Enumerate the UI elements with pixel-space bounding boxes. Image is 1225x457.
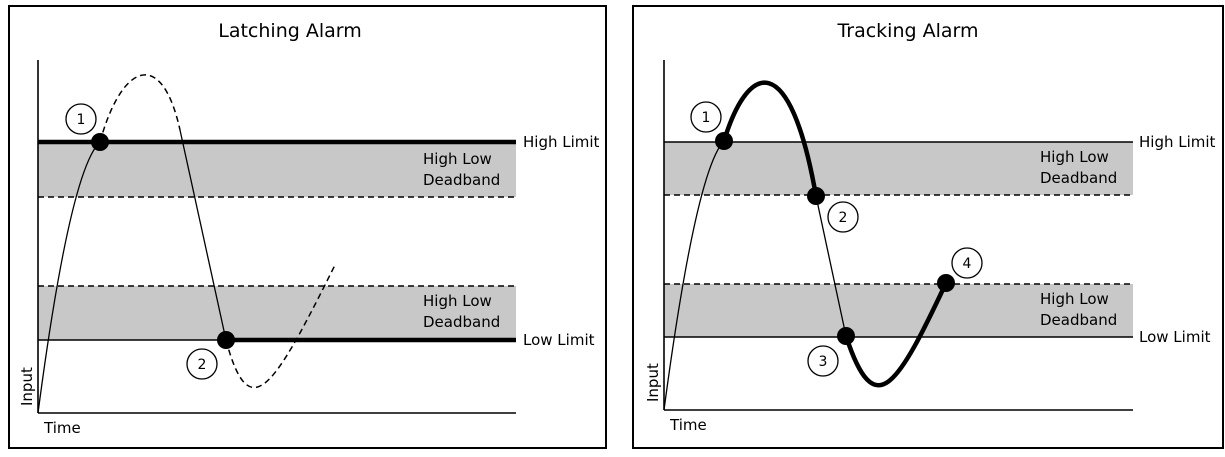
tracking-event-dot-3 (837, 327, 855, 345)
tracking-event-dot-2 (807, 187, 825, 205)
svg-text:1: 1 (702, 110, 711, 126)
tracking-marker-1: 1 (691, 102, 721, 132)
tracking-panel-border (633, 6, 1223, 448)
latching-upper-deadband-label-1: High Low (423, 150, 492, 168)
latching-lower-deadband-label-2: Deadband (423, 313, 500, 331)
tracking-event-dot-1 (715, 132, 733, 150)
tracking-title: Tracking Alarm (836, 20, 978, 42)
svg-text:3: 3 (819, 354, 828, 370)
tracking-high-limit-label: High Limit (1139, 133, 1216, 151)
tracking-event-dot-4 (937, 274, 955, 292)
tracking-upper-deadband-label-2: Deadband (1040, 169, 1117, 187)
latching-marker-1: 1 (66, 104, 96, 134)
svg-text:2: 2 (198, 357, 207, 373)
tracking-marker-3: 3 (808, 346, 838, 376)
tracking-y-axis-label: Input (644, 363, 662, 402)
tracking-upper-deadband-label-1: High Low (1040, 148, 1109, 166)
tracking-marker-2: 2 (828, 202, 858, 232)
latching-upper-deadband-label-2: Deadband (423, 171, 500, 189)
latching-low-limit-label: Low Limit (523, 331, 595, 349)
latching-panel-border (9, 6, 606, 448)
svg-text:4: 4 (963, 256, 972, 272)
tracking-marker-4: 4 (952, 248, 982, 278)
latching-y-axis-label: Input (18, 367, 36, 406)
latching-alarm-panel: Latching Alarm 1 2 High Limit (9, 6, 606, 448)
tracking-alarm-panel: Tracking Alarm 1 2 3 (633, 6, 1223, 448)
latching-marker-2: 2 (187, 349, 217, 379)
svg-text:1: 1 (77, 112, 86, 128)
svg-text:2: 2 (839, 210, 848, 226)
latching-event-dot-1 (91, 133, 109, 151)
tracking-x-axis-label: Time (669, 416, 707, 434)
tracking-lower-deadband-label-2: Deadband (1040, 311, 1117, 329)
latching-x-axis-label: Time (43, 419, 81, 437)
latching-title: Latching Alarm (218, 20, 362, 42)
latching-event-dot-2 (217, 331, 235, 349)
latching-lower-deadband-label-1: High Low (423, 292, 492, 310)
tracking-low-limit-label: Low Limit (1139, 328, 1211, 346)
latching-high-limit-label: High Limit (523, 133, 600, 151)
tracking-lower-deadband-label-1: High Low (1040, 290, 1109, 308)
